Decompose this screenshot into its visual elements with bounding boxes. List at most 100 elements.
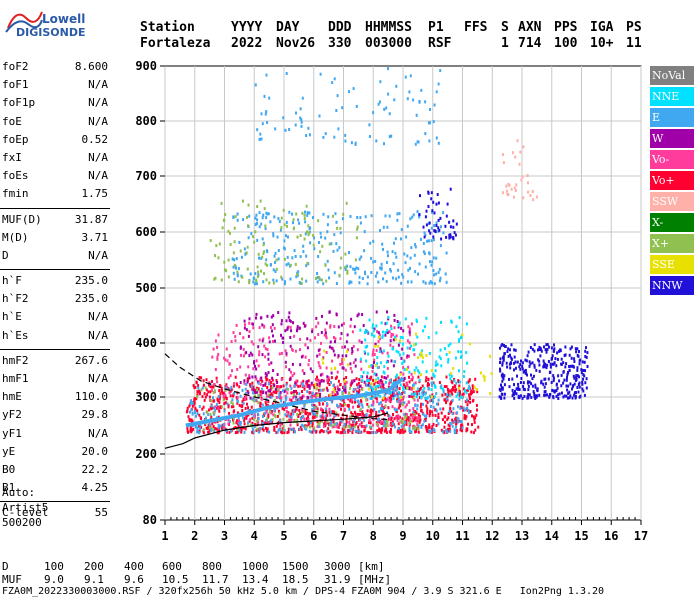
data-point-e (305, 427, 308, 431)
data-point-sse (399, 396, 402, 399)
data-point-vo (412, 419, 415, 423)
data-point-vo (336, 385, 339, 389)
data-point-vo (418, 420, 421, 424)
data-point-vo (321, 413, 324, 417)
data-point-vo (454, 385, 457, 388)
data-point-vo (337, 425, 340, 429)
param-label: h`F (2, 274, 22, 288)
row-value: 9.1 (84, 573, 104, 586)
data-point-sse (329, 393, 332, 397)
data-point-e (452, 407, 455, 411)
data-point-vo (234, 335, 237, 339)
data-point-vo (431, 413, 434, 417)
data-point-vo (321, 388, 324, 392)
data-point-w (284, 360, 287, 364)
data-point-w (303, 372, 306, 375)
data-point-e (466, 406, 469, 410)
data-point-x (255, 419, 258, 423)
data-point-x (263, 250, 266, 254)
data-point-nne (423, 325, 426, 329)
data-point-e (451, 412, 454, 416)
data-point-e (459, 420, 462, 424)
data-point-w (286, 327, 289, 331)
data-point-vo (198, 376, 201, 379)
data-point-nnw (552, 362, 555, 366)
data-point-x (317, 219, 320, 223)
data-point-vo (470, 430, 473, 434)
data-point-e (396, 400, 399, 403)
data-point-vo (358, 404, 361, 408)
data-point-e (266, 212, 269, 216)
data-point-e (239, 423, 242, 427)
data-point-vo (333, 415, 335, 419)
data-point-w (256, 390, 259, 394)
data-point-nnw (575, 350, 578, 354)
data-point-sse (332, 387, 335, 391)
data-point-e (422, 250, 425, 254)
data-point-sse (420, 354, 423, 358)
data-point-x (256, 205, 259, 208)
data-point-vo (315, 325, 318, 329)
data-point-e (287, 262, 290, 266)
data-point-vo (432, 381, 435, 385)
data-point-vo (471, 386, 474, 390)
data-point-e (257, 273, 260, 277)
data-point-vo (352, 424, 355, 427)
data-point-nnw (532, 390, 535, 394)
data-point-x (257, 393, 260, 397)
data-point-nnw (504, 345, 507, 348)
data-point-e (297, 218, 300, 222)
data-point-e (353, 420, 356, 424)
data-point-vo (369, 414, 372, 418)
data-point-vo (428, 423, 431, 427)
data-point-vo (359, 412, 362, 416)
data-point-e (340, 398, 343, 402)
data-point-nnw (582, 377, 584, 381)
data-point-e (294, 123, 297, 127)
data-point-vo (186, 429, 189, 433)
data-point-vo (381, 383, 383, 387)
header-value: Fortaleza (140, 36, 211, 51)
row-value: 1000 (242, 560, 269, 573)
data-point-w (319, 373, 322, 377)
data-point-x (283, 223, 286, 227)
data-point-sse (405, 368, 408, 371)
logo-lowell: Lowell (42, 12, 86, 26)
data-point-e (428, 139, 431, 143)
data-point-x (214, 389, 216, 393)
data-point-vo (306, 384, 309, 388)
data-point-vo (240, 405, 243, 409)
data-point-e (403, 391, 406, 395)
data-point-nnw (430, 191, 433, 195)
data-point-vo (384, 400, 387, 403)
data-point-x (253, 399, 255, 403)
data-point-vo (266, 386, 269, 389)
data-point-e (282, 389, 284, 393)
data-point-vo (190, 425, 192, 429)
data-point-e (400, 228, 403, 232)
data-point-vo (434, 414, 437, 417)
data-point-e (288, 128, 291, 131)
data-point-e (299, 255, 302, 259)
data-point-e (244, 387, 247, 391)
data-point-vo (412, 391, 415, 394)
data-point-ssw (502, 161, 505, 165)
data-point-x (316, 409, 319, 413)
data-point-vo (348, 422, 351, 426)
data-point-x (237, 280, 240, 284)
data-point-e (451, 398, 454, 402)
data-point-vo (425, 425, 428, 428)
header-value: 2022 (231, 36, 263, 51)
data-point-vo (441, 418, 444, 422)
data-point-vo (201, 395, 204, 399)
data-point-nne (359, 328, 362, 332)
data-point-vo (211, 422, 214, 426)
data-point-ssw (527, 181, 529, 185)
data-point-nnw (569, 347, 572, 351)
data-point-nnw (558, 379, 561, 383)
data-point-nnw (584, 355, 587, 358)
data-point-e (258, 256, 260, 260)
data-point-vo (447, 416, 450, 420)
data-point-vo (282, 384, 285, 388)
data-point-e (445, 428, 448, 432)
